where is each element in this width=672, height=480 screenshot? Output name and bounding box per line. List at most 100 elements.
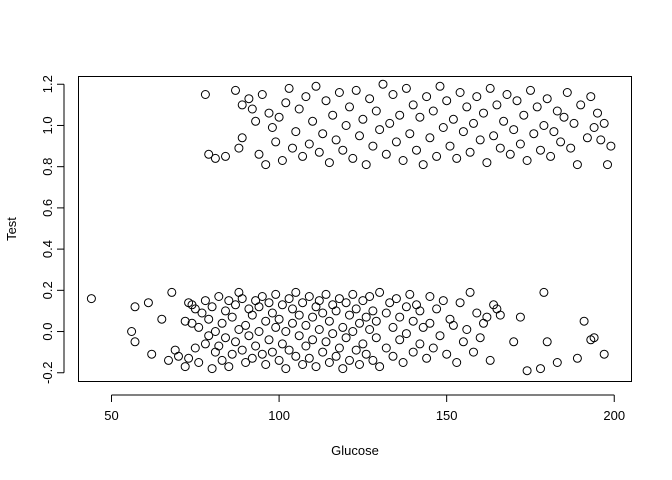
data-point bbox=[546, 151, 556, 161]
data-point bbox=[197, 308, 207, 318]
data-point bbox=[251, 116, 261, 126]
data-point bbox=[284, 294, 294, 304]
data-point bbox=[167, 287, 177, 297]
data-point bbox=[368, 355, 378, 365]
data-point bbox=[284, 83, 294, 93]
data-point bbox=[267, 308, 277, 318]
x-tick-label: 200 bbox=[603, 408, 625, 423]
data-point bbox=[257, 349, 267, 359]
data-point bbox=[237, 294, 247, 304]
data-point bbox=[458, 337, 468, 347]
data-point bbox=[536, 145, 545, 155]
data-point bbox=[388, 90, 398, 99]
y-tick-label: 1.0 bbox=[40, 116, 55, 134]
data-point bbox=[261, 316, 271, 326]
data-point bbox=[281, 364, 291, 374]
data-point bbox=[204, 314, 214, 324]
y-tick-label: 0.6 bbox=[40, 199, 55, 217]
data-point bbox=[351, 85, 361, 95]
data-point bbox=[331, 135, 341, 145]
data-point bbox=[405, 129, 415, 139]
data-point bbox=[462, 102, 472, 112]
data-point bbox=[180, 316, 190, 326]
data-point bbox=[542, 94, 552, 104]
data-point bbox=[234, 287, 244, 297]
data-point bbox=[536, 364, 545, 374]
data-point bbox=[301, 320, 311, 330]
data-point bbox=[311, 302, 321, 312]
data-point bbox=[217, 318, 227, 328]
data-point bbox=[351, 304, 361, 314]
data-point bbox=[321, 289, 331, 299]
data-point bbox=[562, 88, 572, 97]
data-point bbox=[207, 302, 217, 312]
data-point bbox=[596, 135, 606, 145]
data-point bbox=[381, 149, 391, 159]
data-point bbox=[164, 355, 173, 365]
data-point bbox=[277, 339, 287, 349]
data-point bbox=[405, 289, 415, 299]
x-tick-label: 50 bbox=[104, 408, 118, 423]
data-point bbox=[512, 96, 522, 106]
data-point bbox=[589, 333, 599, 343]
data-point bbox=[355, 318, 364, 328]
data-point bbox=[308, 312, 318, 322]
data-point bbox=[549, 127, 559, 137]
data-point bbox=[522, 366, 532, 376]
data-point bbox=[204, 331, 214, 341]
data-point bbox=[438, 123, 448, 132]
data-point bbox=[284, 345, 294, 355]
data-point bbox=[184, 353, 194, 363]
data-point bbox=[355, 360, 364, 369]
data-point bbox=[448, 114, 458, 124]
data-point bbox=[147, 349, 157, 359]
data-point bbox=[472, 308, 482, 318]
data-point bbox=[472, 92, 482, 102]
data-point bbox=[458, 127, 468, 137]
data-point bbox=[412, 300, 421, 310]
data-point bbox=[422, 353, 432, 363]
data-point bbox=[328, 329, 338, 339]
data-point bbox=[455, 88, 465, 97]
data-point bbox=[338, 145, 348, 155]
data-point bbox=[234, 143, 244, 153]
data-point bbox=[348, 327, 358, 336]
data-point bbox=[586, 92, 596, 102]
data-point bbox=[415, 112, 425, 122]
y-tick-label: 1.2 bbox=[40, 75, 55, 93]
data-point bbox=[227, 312, 237, 322]
data-point bbox=[210, 347, 220, 357]
data-point bbox=[170, 345, 180, 355]
data-point bbox=[603, 160, 612, 170]
data-point bbox=[358, 339, 368, 349]
data-point bbox=[190, 304, 200, 314]
data-point bbox=[365, 292, 375, 301]
data-point bbox=[221, 151, 230, 161]
data-point bbox=[204, 149, 214, 159]
data-point bbox=[381, 343, 391, 353]
data-point bbox=[593, 108, 602, 118]
data-point bbox=[435, 331, 445, 341]
data-point bbox=[288, 318, 297, 328]
data-point bbox=[469, 118, 478, 128]
data-point bbox=[398, 156, 408, 165]
data-point bbox=[485, 83, 495, 93]
data-point bbox=[291, 127, 301, 137]
data-point bbox=[381, 308, 391, 318]
data-point bbox=[274, 112, 284, 122]
data-point bbox=[589, 123, 599, 132]
data-point bbox=[378, 79, 388, 89]
data-point bbox=[277, 300, 287, 310]
data-point bbox=[221, 306, 230, 316]
data-point bbox=[227, 349, 237, 359]
data-point bbox=[542, 337, 552, 347]
data-point bbox=[418, 160, 428, 170]
data-point bbox=[582, 133, 592, 143]
data-point bbox=[495, 310, 505, 320]
data-point bbox=[345, 310, 354, 320]
data-point bbox=[371, 106, 381, 116]
data-point bbox=[425, 292, 435, 301]
x-axis-label: Glucose bbox=[331, 443, 379, 458]
data-point bbox=[288, 304, 297, 314]
data-point bbox=[345, 102, 354, 112]
